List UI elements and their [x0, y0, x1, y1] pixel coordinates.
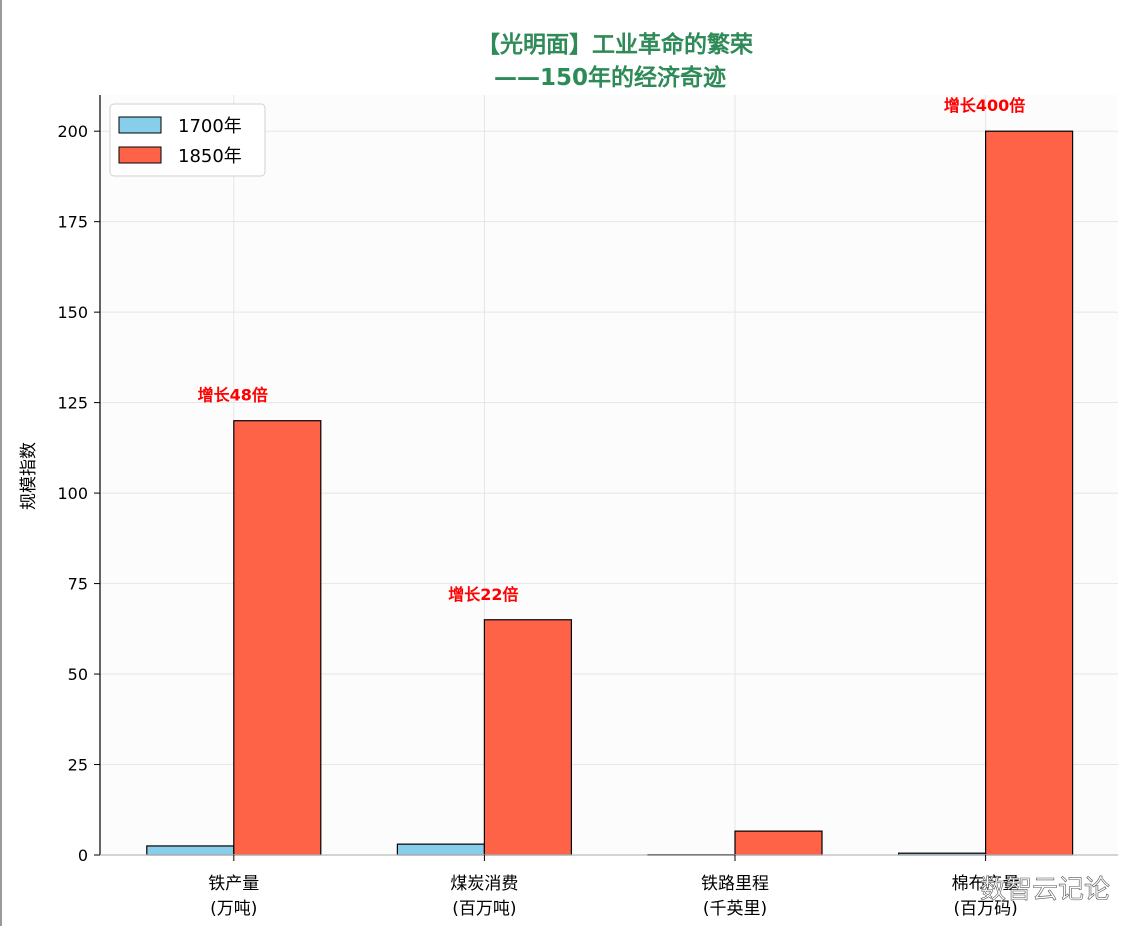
bar-1850-0	[233, 420, 322, 856]
chart-title-line1: 【光明面】工业革命的繁荣	[477, 31, 753, 58]
x-tick-sublabel: (万吨)	[210, 899, 257, 919]
y-tick-label: 75	[68, 575, 88, 594]
legend-swatch-1	[118, 146, 162, 164]
x-tick-label: 铁产量	[208, 874, 259, 894]
x-tick-sublabel: (百万吨)	[452, 899, 516, 919]
legend-label-0: 1700年	[178, 116, 242, 137]
y-tick-label: 50	[68, 665, 88, 684]
chart-title-line2: ——150年的经济奇迹	[494, 64, 726, 91]
bar-1850-3	[984, 130, 1074, 856]
y-tick-label: 0	[78, 846, 88, 865]
growth-annotation-3: 增长400倍	[944, 96, 1025, 115]
y-tick-label: 150	[57, 303, 88, 322]
x-tick-label: 煤炭消费	[450, 874, 518, 894]
legend-label-1: 1850年	[178, 146, 242, 167]
bar-1850-2	[734, 830, 823, 856]
y-axis-label: 规模指数	[19, 442, 39, 510]
y-tick-label: 200	[57, 122, 88, 141]
watermark: 数智云记论	[980, 875, 1110, 905]
x-tick-label: 棉布产量	[952, 874, 1020, 894]
bar-1700-1	[396, 843, 485, 856]
bar-1850-1	[483, 619, 572, 856]
y-tick-label: 175	[57, 213, 88, 232]
y-tick-label: 25	[68, 756, 88, 775]
x-tick-sublabel: (千英里)	[703, 899, 767, 919]
growth-annotation-1: 增长22倍	[448, 585, 518, 604]
y-tick-label: 100	[57, 484, 88, 503]
legend-swatch-0	[118, 116, 162, 134]
y-tick-label: 125	[57, 394, 88, 413]
x-tick-label: 铁路里程	[701, 874, 769, 894]
left-border	[0, 0, 2, 926]
bar-1700-0	[146, 845, 235, 856]
growth-annotation-0: 增长48倍	[198, 386, 268, 405]
x-tick-sublabel: (百万码)	[953, 899, 1017, 919]
